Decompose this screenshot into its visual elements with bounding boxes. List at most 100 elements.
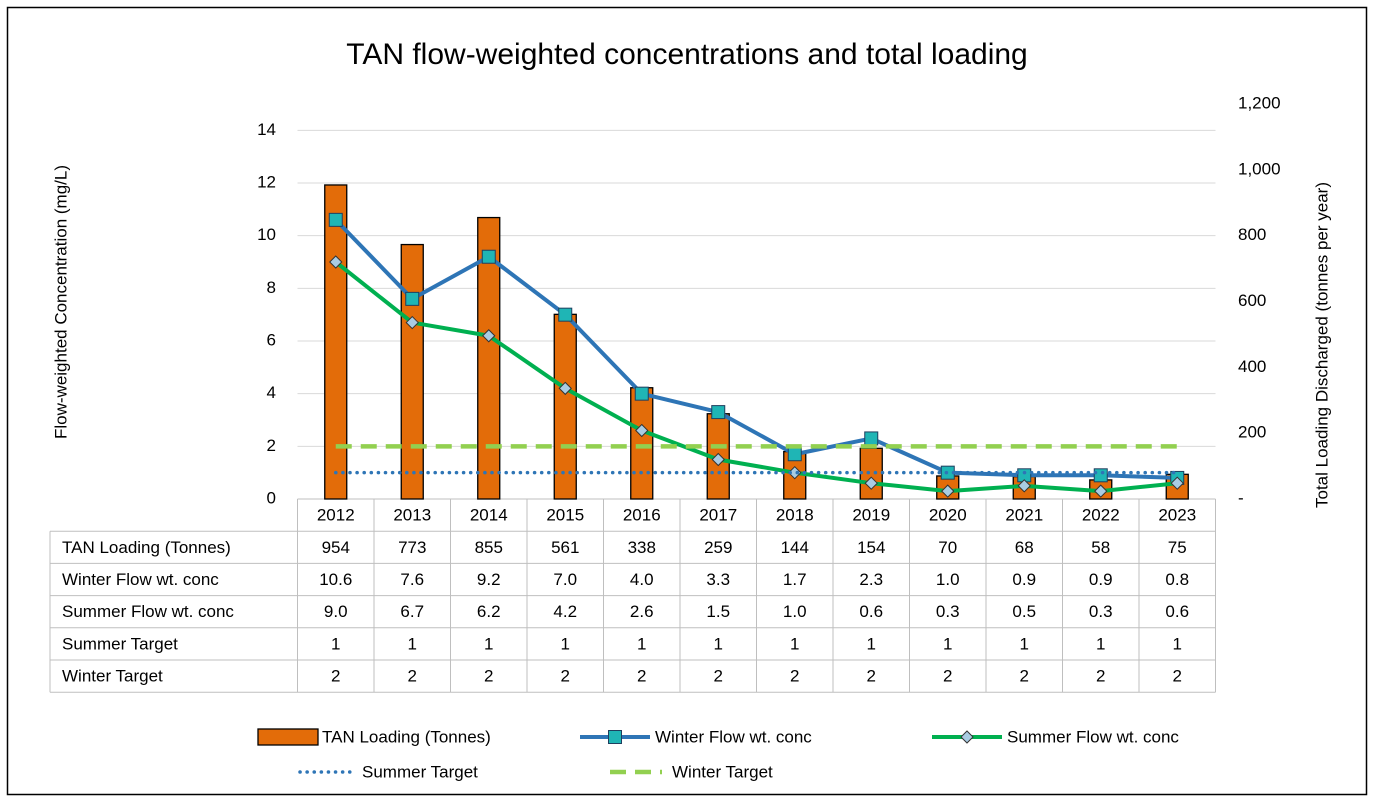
table-cell: 9.0 bbox=[324, 602, 348, 621]
table-cell: 4.2 bbox=[553, 602, 577, 621]
series-line bbox=[334, 260, 1178, 494]
marker bbox=[788, 465, 802, 480]
chart-border bbox=[6, 6, 1368, 796]
legend-label: Summer Flow wt. conc bbox=[1007, 727, 1179, 746]
table-cell: 2 bbox=[943, 667, 952, 686]
table-cell: 3.3 bbox=[706, 570, 730, 589]
y-tick-label: 0 bbox=[267, 488, 276, 507]
bar bbox=[400, 243, 424, 500]
marker bbox=[711, 452, 725, 467]
series-line bbox=[334, 218, 1178, 480]
x-tick-label: 2013 bbox=[393, 506, 431, 525]
table-cell: 1.0 bbox=[783, 602, 807, 621]
table-cell: 1 bbox=[408, 634, 417, 653]
table-cell: 2 bbox=[484, 667, 493, 686]
table-cell: 1 bbox=[1096, 634, 1105, 653]
y2-tick-label: 1,200 bbox=[1238, 93, 1281, 112]
x-tick-label: 2014 bbox=[470, 506, 508, 525]
marker bbox=[711, 405, 726, 420]
marker bbox=[558, 307, 573, 322]
table-cell: 4.0 bbox=[630, 570, 654, 589]
table-cell: 154 bbox=[857, 538, 885, 557]
legend-marker bbox=[608, 730, 622, 744]
chart-title: TAN flow-weighted concentrations and tot… bbox=[346, 38, 1028, 71]
table-cell: 0.5 bbox=[1012, 602, 1036, 621]
x-tick-label: 2019 bbox=[852, 506, 890, 525]
marker bbox=[941, 484, 955, 498]
legend-label: Summer Target bbox=[362, 762, 478, 781]
table-cell: 1.0 bbox=[936, 570, 960, 589]
x-tick-label: 2020 bbox=[929, 506, 967, 525]
table-cell: 10.6 bbox=[319, 570, 352, 589]
marker bbox=[634, 386, 649, 401]
y2-tick-label: 600 bbox=[1238, 291, 1266, 310]
table-cell: 1 bbox=[484, 634, 493, 653]
table-cell: 6.7 bbox=[400, 602, 424, 621]
table-cell: 2 bbox=[637, 667, 646, 686]
table-cell: 2 bbox=[561, 667, 570, 686]
table-cell: 2 bbox=[408, 667, 417, 686]
table-cell: 2 bbox=[790, 667, 799, 686]
table-cell: 1 bbox=[561, 634, 570, 653]
table-cell: 1 bbox=[637, 634, 646, 653]
marker bbox=[558, 381, 572, 396]
y-tick-label: 2 bbox=[267, 436, 276, 455]
y2-axis-title: Total Loading Discharged (tonnes per yea… bbox=[1312, 182, 1331, 508]
table-cell: 1.5 bbox=[706, 602, 730, 621]
x-tick-label: 2023 bbox=[1158, 506, 1196, 525]
marker bbox=[864, 431, 879, 446]
table-cell: 7.0 bbox=[553, 570, 577, 589]
y2-tick-label: 1,000 bbox=[1238, 159, 1281, 178]
table-cell: 1 bbox=[867, 634, 876, 653]
y-tick-label: 10 bbox=[257, 225, 276, 244]
bar bbox=[630, 387, 654, 500]
table-cell: 2 bbox=[1173, 667, 1182, 686]
table-cell: 9.2 bbox=[477, 570, 501, 589]
table-cell: 1 bbox=[331, 634, 340, 653]
table-cell: 0.3 bbox=[936, 602, 960, 621]
marker bbox=[482, 329, 496, 343]
table-cell: 1 bbox=[714, 634, 723, 653]
table-cell: 0.8 bbox=[1165, 570, 1189, 589]
y-tick-label: 8 bbox=[267, 278, 276, 297]
table-cell: 0.6 bbox=[1165, 602, 1189, 621]
table-cell: 1 bbox=[1173, 634, 1182, 653]
table-row-label: Summer Target bbox=[62, 634, 178, 653]
y2-tick-label: 200 bbox=[1238, 423, 1266, 442]
legend-marker bbox=[960, 730, 974, 744]
table-cell: 1 bbox=[790, 634, 799, 653]
table-cell: 75 bbox=[1168, 538, 1187, 557]
marker bbox=[329, 255, 343, 269]
marker bbox=[328, 212, 343, 227]
table-cell: 58 bbox=[1091, 538, 1110, 557]
marker bbox=[1093, 468, 1108, 483]
x-tick-label: 2021 bbox=[1005, 506, 1043, 525]
table-row-label: Winter Target bbox=[62, 667, 163, 686]
marker bbox=[1170, 476, 1184, 490]
y2-tick-label: - bbox=[1238, 488, 1244, 507]
y-tick-label: 6 bbox=[267, 330, 276, 349]
y-axis-title: Flow-weighted Concentration (mg/L) bbox=[51, 165, 70, 439]
table-cell: 773 bbox=[398, 538, 426, 557]
table-row-label: TAN Loading (Tonnes) bbox=[62, 538, 231, 557]
table-cell: 1 bbox=[1020, 634, 1029, 653]
x-tick-label: 2017 bbox=[699, 506, 737, 525]
table-cell: 0.9 bbox=[1089, 570, 1113, 589]
y2-tick-label: 400 bbox=[1238, 357, 1266, 376]
y2-tick-label: 800 bbox=[1238, 225, 1266, 244]
x-tick-label: 2015 bbox=[546, 506, 584, 525]
table-cell: 6.2 bbox=[477, 602, 501, 621]
legend-label: TAN Loading (Tonnes) bbox=[322, 727, 491, 746]
table-cell: 0.3 bbox=[1089, 602, 1113, 621]
table-row-label: Summer Flow wt. conc bbox=[62, 602, 234, 621]
marker bbox=[1017, 479, 1031, 493]
legend-label: Winter Flow wt. conc bbox=[655, 727, 812, 746]
table-cell: 2 bbox=[1096, 667, 1105, 686]
marker bbox=[405, 315, 419, 330]
x-tick-label: 2016 bbox=[623, 506, 661, 525]
legend-swatch bbox=[257, 728, 319, 746]
marker bbox=[864, 476, 878, 490]
table-cell: 70 bbox=[938, 538, 957, 557]
table-cell: 561 bbox=[551, 538, 579, 557]
